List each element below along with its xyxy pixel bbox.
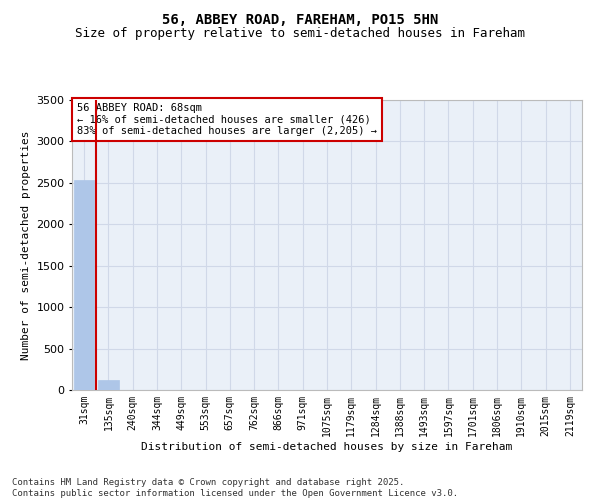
X-axis label: Distribution of semi-detached houses by size in Fareham: Distribution of semi-detached houses by … xyxy=(142,442,512,452)
Text: 56 ABBEY ROAD: 68sqm
← 16% of semi-detached houses are smaller (426)
83% of semi: 56 ABBEY ROAD: 68sqm ← 16% of semi-detac… xyxy=(77,103,377,136)
Text: 56, ABBEY ROAD, FAREHAM, PO15 5HN: 56, ABBEY ROAD, FAREHAM, PO15 5HN xyxy=(162,12,438,26)
Y-axis label: Number of semi-detached properties: Number of semi-detached properties xyxy=(20,130,31,360)
Text: Size of property relative to semi-detached houses in Fareham: Size of property relative to semi-detach… xyxy=(75,28,525,40)
Bar xyxy=(74,180,94,390)
Bar xyxy=(98,380,119,390)
Text: Contains HM Land Registry data © Crown copyright and database right 2025.
Contai: Contains HM Land Registry data © Crown c… xyxy=(12,478,458,498)
